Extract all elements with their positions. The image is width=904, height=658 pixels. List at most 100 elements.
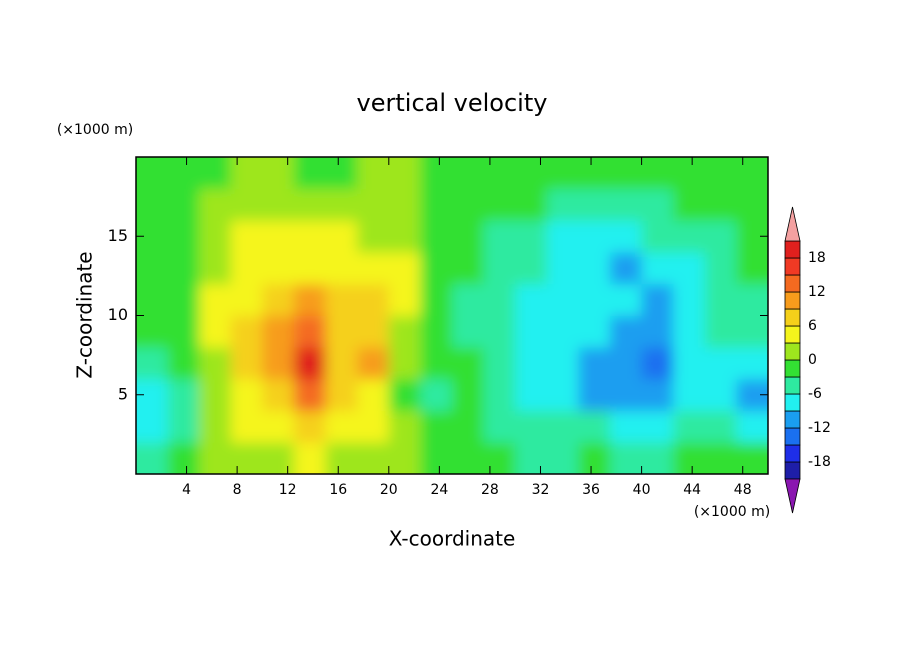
field-cell <box>452 410 485 443</box>
field-cell <box>578 442 611 474</box>
field-cell <box>230 442 263 474</box>
colorbar-under <box>784 478 801 514</box>
field-cell <box>388 283 421 316</box>
field-cell <box>452 347 485 380</box>
field-cell <box>483 410 516 443</box>
field-cell <box>736 410 768 443</box>
field-cell <box>136 188 169 221</box>
field-cell <box>388 188 421 221</box>
x-tick-label: 24 <box>430 482 448 498</box>
field-cell <box>136 283 169 316</box>
field-cell <box>483 378 516 412</box>
field-cell <box>357 410 390 443</box>
field-cell <box>325 188 358 221</box>
field-cell <box>420 315 453 348</box>
field-cell <box>388 220 421 253</box>
field-cell <box>610 378 643 412</box>
field-cell <box>167 410 200 443</box>
x-tick-label: 28 <box>481 482 499 498</box>
field-cell <box>578 347 611 380</box>
field-cell <box>483 157 516 190</box>
field-cell <box>167 252 200 285</box>
field-cell <box>199 220 232 253</box>
field-cell <box>578 410 611 443</box>
field-cell <box>420 252 453 285</box>
field-cell <box>167 442 200 474</box>
field-cell <box>578 378 611 412</box>
field-cell <box>388 252 421 285</box>
field-cell <box>136 252 169 285</box>
field-cell <box>262 315 295 348</box>
field-cell <box>736 283 768 316</box>
field-cell <box>294 442 327 474</box>
field-cell <box>704 157 737 190</box>
field-cell <box>262 220 295 253</box>
field-cell <box>483 188 516 221</box>
field-cell <box>199 410 232 443</box>
field-cell <box>736 252 768 285</box>
colorbar-box <box>784 240 801 259</box>
x-tick-label: 20 <box>380 482 398 498</box>
field-cell <box>420 347 453 380</box>
field-cell <box>704 378 737 412</box>
field-cell <box>641 220 674 253</box>
field-cell <box>546 283 579 316</box>
field-cell <box>546 410 579 443</box>
field-cell <box>704 188 737 221</box>
field-cell <box>357 220 390 253</box>
x-unit: (×1000 m) <box>694 504 770 520</box>
x-tick-label: 48 <box>734 482 752 498</box>
field-cell <box>325 283 358 316</box>
colorbar-box <box>784 410 801 429</box>
field-cell <box>641 157 674 190</box>
field-cells <box>136 157 768 474</box>
field-cell <box>262 157 295 190</box>
field-cell <box>483 442 516 474</box>
field-cell <box>199 157 232 190</box>
colorbar-box <box>784 291 801 310</box>
field-cell <box>167 157 200 190</box>
field-cell <box>736 442 768 474</box>
colorbar-box <box>784 376 801 395</box>
field-cell <box>388 378 421 412</box>
field-cell <box>420 220 453 253</box>
field-cell <box>357 157 390 190</box>
field-cell <box>167 378 200 412</box>
field-cell <box>610 252 643 285</box>
field-cell <box>325 347 358 380</box>
field-cell <box>294 410 327 443</box>
colorbar-over <box>784 206 801 242</box>
field-cell <box>420 157 453 190</box>
colorbar-box <box>784 359 801 378</box>
field-cell <box>230 157 263 190</box>
field-cell <box>230 378 263 412</box>
field-cell <box>610 283 643 316</box>
colorbar-label: 12 <box>808 284 826 300</box>
field-cell <box>704 283 737 316</box>
field-cell <box>452 188 485 221</box>
x-tick-label: 16 <box>329 482 347 498</box>
field-cell <box>357 442 390 474</box>
field-cell <box>452 157 485 190</box>
colorbar-label: 6 <box>808 318 817 334</box>
x-tick-label: 44 <box>683 482 701 498</box>
field-cell <box>325 157 358 190</box>
field-cell <box>610 315 643 348</box>
field-cell <box>641 410 674 443</box>
field-cell <box>294 315 327 348</box>
field-cell <box>546 378 579 412</box>
field-cell <box>388 347 421 380</box>
field-cell <box>483 220 516 253</box>
field-cell <box>167 188 200 221</box>
field-cell <box>704 252 737 285</box>
field-cell <box>641 315 674 348</box>
chart-title: vertical velocity <box>357 89 548 117</box>
field-cell <box>546 347 579 380</box>
field-cell <box>610 442 643 474</box>
field-cell <box>610 347 643 380</box>
field-cell <box>262 378 295 412</box>
field-cell <box>610 157 643 190</box>
field-cell <box>483 252 516 285</box>
field-cell <box>294 283 327 316</box>
